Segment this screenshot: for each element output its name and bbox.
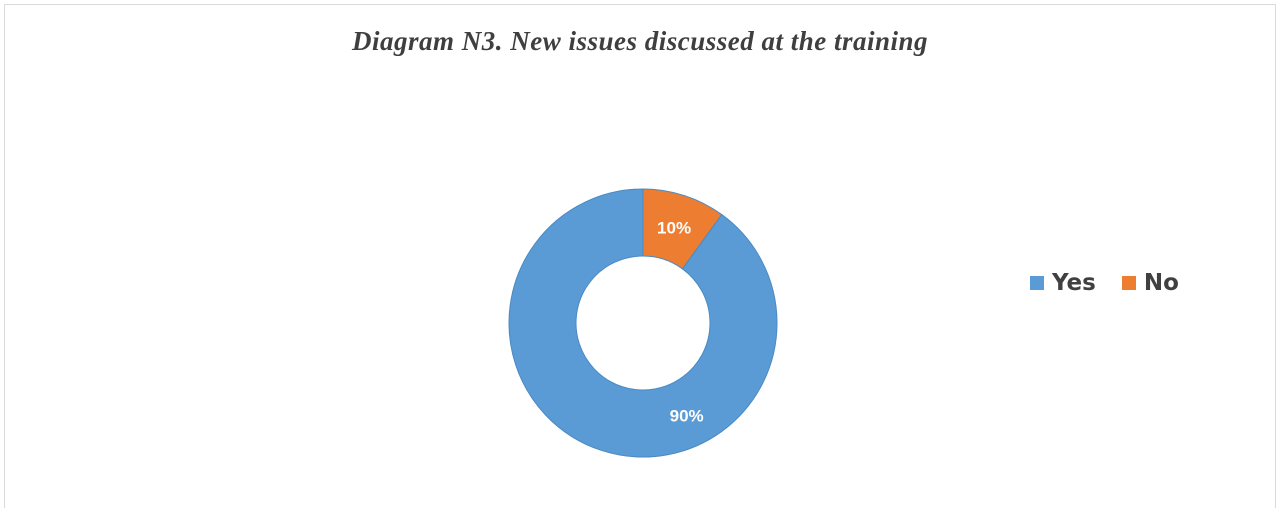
legend-swatch-no (1121, 276, 1136, 290)
slice-label-no: 10% (657, 218, 691, 237)
chart-frame (4, 4, 1276, 508)
donut-slice-no (642, 188, 723, 270)
legend-swatch-yes (1030, 276, 1044, 290)
legend-item-no: No (1121, 270, 1179, 296)
slice-label-yes: 90% (670, 407, 704, 426)
legend-label-yes: Yes (1052, 270, 1096, 296)
legend-item-yes: Yes (1030, 270, 1096, 296)
donut-slices (508, 188, 778, 458)
chart-legend: Yes No (1030, 270, 1179, 296)
chart-title: Diagram N3. New issues discussed at the … (351, 26, 929, 56)
donut-slice-yes (508, 188, 778, 458)
legend-label-no: No (1143, 270, 1179, 296)
slice-labels: 90% 10% (657, 218, 704, 425)
